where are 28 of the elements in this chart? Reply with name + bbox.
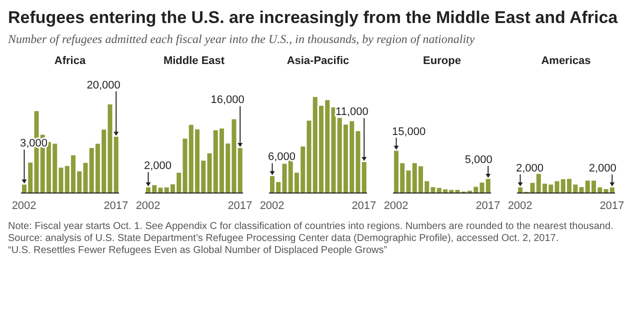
x-tick-label: 2017	[228, 200, 252, 212]
x-tick-label: 2017	[352, 200, 376, 212]
data-label: 2,000	[588, 162, 616, 174]
x-tick-label: 2002	[384, 200, 408, 212]
x-tick-label: 2002	[260, 200, 284, 212]
text: Number of refugees admitted each fiscal year into the U.S., in thousands, by region of nationality	[8, 32, 476, 47]
x-tick-label: 2002	[136, 200, 160, 212]
data-label: 11,000	[336, 106, 368, 118]
x-tick-label: 2017	[600, 200, 624, 212]
text: “U.S. Resettles Fewer Refugees Even as Global Number of Displaced People Grows”	[8, 245, 388, 257]
data-label: 2,000	[144, 160, 172, 172]
data-label: 5,000	[464, 154, 492, 166]
x-tick-label: 2017	[476, 200, 500, 212]
data-label: 2,000	[516, 162, 544, 174]
data-label: 16,000	[210, 94, 244, 106]
chart-title: Asia-Pacific	[286, 55, 350, 67]
text: Note: Fiscal year starts Oct. 1. See Appendix C for classification of countries into regions. Numbers are rounded to the nearest thousand.	[8, 221, 614, 233]
x-tick-label: 2002	[508, 200, 532, 212]
chart-title: Europe	[422, 55, 462, 67]
chart-title: Middle East	[162, 55, 226, 67]
data-label: 15,000	[392, 126, 426, 138]
chart-title: Americas	[540, 55, 592, 67]
source-note: Source: analysis of U.S. State Department’s Refugee Processing Center data (Demographic Profile), accessed Oct. 2, 2017.	[8, 233, 560, 245]
x-tick-label: 2002	[12, 200, 36, 212]
text: Refugees entering the U.S. are increasingly from the Middle East and Africa	[8, 8, 619, 28]
chart-title: Africa	[53, 55, 87, 67]
data-label: 20,000	[86, 79, 120, 92]
x-tick-label: 2017	[104, 200, 128, 212]
